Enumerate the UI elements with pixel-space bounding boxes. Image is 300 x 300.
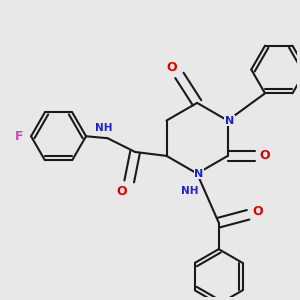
Text: O: O [260, 149, 270, 162]
Text: O: O [166, 61, 177, 74]
Text: N: N [225, 116, 234, 126]
Text: N: N [194, 169, 204, 178]
Text: NH: NH [95, 123, 112, 134]
Text: O: O [253, 205, 263, 218]
Text: NH: NH [181, 186, 198, 196]
Text: O: O [116, 185, 127, 198]
Text: F: F [15, 130, 23, 143]
